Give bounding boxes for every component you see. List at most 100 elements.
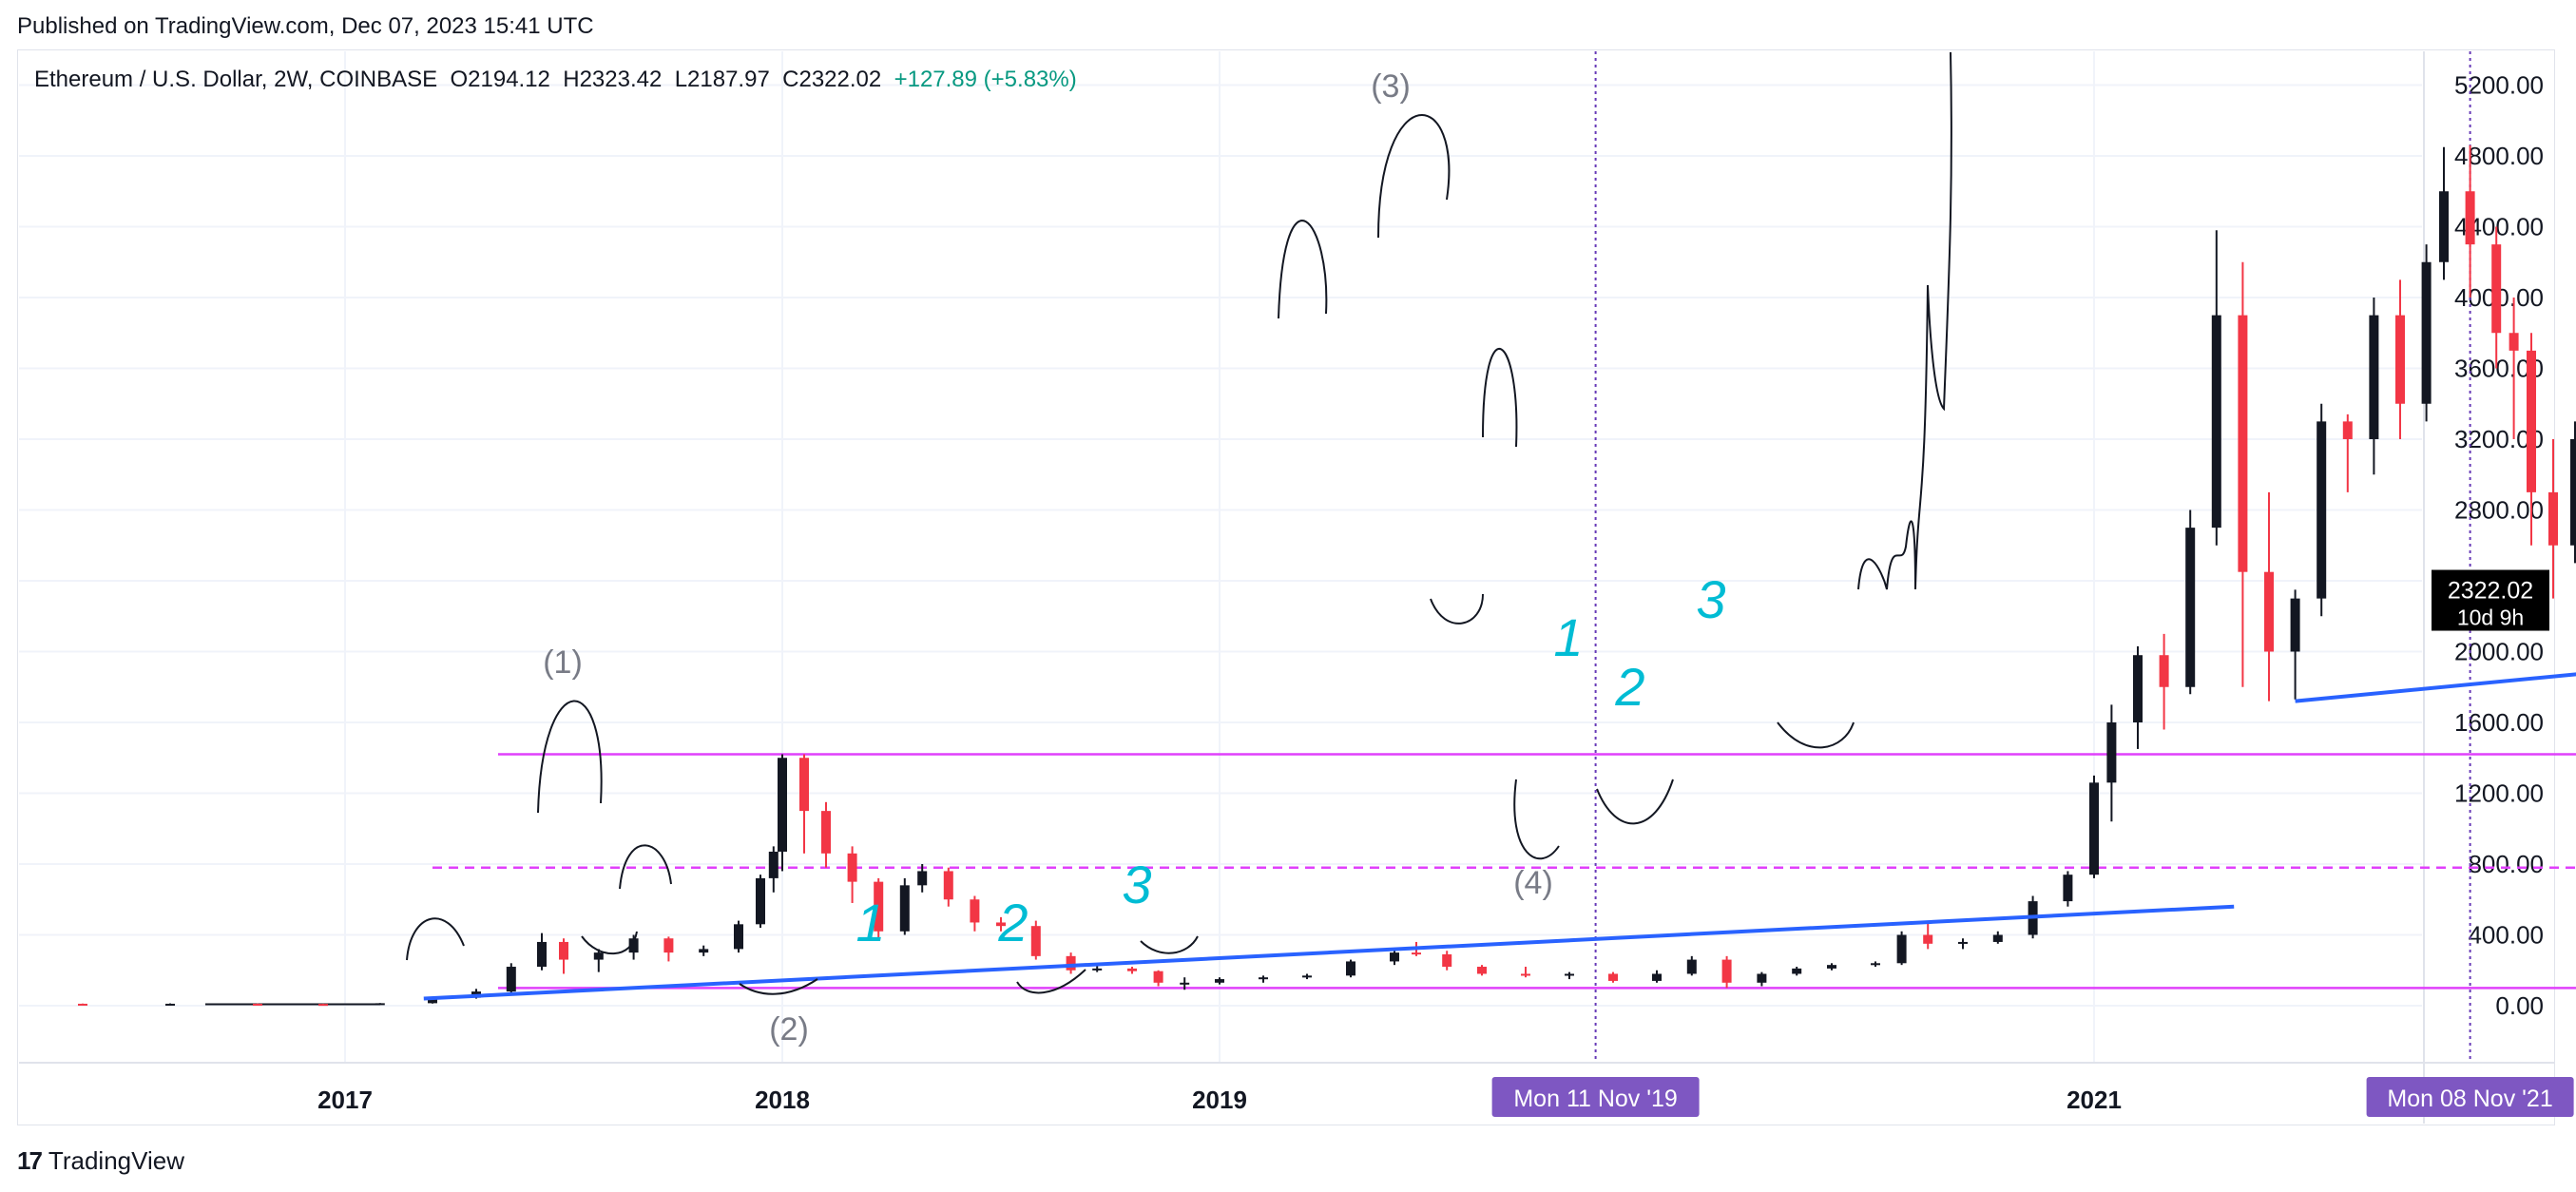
candle-body — [1259, 977, 1268, 980]
candle-body — [1153, 971, 1163, 983]
candle-body — [2439, 191, 2449, 262]
chart-legend: Ethereum / U.S. Dollar, 2W, COINBASE O21… — [34, 67, 1077, 93]
candle-body — [1412, 952, 1421, 955]
candle-body — [1302, 975, 1312, 978]
count-label: 3 — [1122, 855, 1151, 914]
date-marker-badge — [1491, 1077, 1700, 1117]
candle-body — [996, 922, 1006, 927]
hand-drawn-arc — [1140, 935, 1199, 954]
hand-drawn-arc — [1777, 721, 1855, 749]
candle-body — [1608, 973, 1618, 981]
hand-drawn-arc — [1596, 779, 1674, 825]
candle-body — [2185, 528, 2196, 687]
x-tick-label: 2019 — [1192, 1086, 1247, 1114]
candle-body — [699, 949, 709, 953]
candle-body — [2316, 421, 2327, 599]
candle-body — [1827, 965, 1836, 969]
candle-body — [537, 941, 547, 968]
count-label: 2 — [1614, 657, 1644, 717]
candle-body — [1180, 982, 1190, 985]
grid — [19, 51, 2422, 1063]
candle-body — [2527, 350, 2536, 492]
hand-drawn-arc — [406, 917, 465, 961]
current-price-badge — [2432, 569, 2549, 631]
hand-drawn-arc — [739, 978, 818, 995]
footer-brand[interactable]: 17 TradingView — [17, 1146, 184, 1176]
candle-body — [1346, 961, 1355, 976]
hand-drawn-arc — [1016, 969, 1086, 994]
candle-body — [253, 1003, 262, 1006]
y-tick-label: 1200.00 — [2454, 779, 2544, 808]
candle-body — [899, 885, 910, 932]
candle-body — [1721, 959, 1732, 983]
date-marker-badge — [2366, 1077, 2574, 1117]
legend-change: +127.89 (+5.83%) — [894, 67, 1077, 92]
wave-label: (4) — [1513, 865, 1553, 901]
candle-body — [559, 941, 568, 960]
candle-body — [2342, 421, 2353, 439]
candle-body — [318, 1004, 328, 1007]
y-tick-label: 0.00 — [2495, 991, 2544, 1020]
brand-name: TradingView — [48, 1146, 184, 1175]
candle-body — [1992, 934, 2003, 942]
y-tick-label: 5200.00 — [2454, 71, 2544, 100]
y-tick-label: 2000.00 — [2454, 638, 2544, 666]
legend-open: O2194.12 — [450, 67, 550, 92]
candle-body — [2106, 722, 2117, 783]
candle-body — [2264, 571, 2274, 652]
y-tick-label: 800.00 — [2468, 850, 2544, 878]
candle-body — [165, 1003, 175, 1006]
hand-drawn-arc — [1377, 114, 1451, 239]
candle-body — [1792, 968, 1802, 974]
candle-body — [1215, 979, 1224, 983]
legend-symbol: Ethereum / U.S. Dollar, 2W, COINBASE — [34, 67, 438, 92]
candle-body — [663, 938, 674, 953]
candle-body — [734, 924, 743, 950]
candle-body — [1871, 963, 1880, 966]
candle-body — [2369, 315, 2379, 439]
candle-body — [874, 881, 884, 932]
legend-close: C2322.02 — [782, 67, 882, 92]
candles — [78, 144, 2576, 1007]
candle-body — [2089, 782, 2099, 875]
candle-body — [2238, 315, 2248, 572]
candle-body — [2290, 598, 2300, 652]
candle-body — [1958, 941, 1968, 944]
candle-body — [2491, 244, 2502, 334]
chart-frame[interactable] — [17, 49, 2555, 1125]
legend-low: L2187.97 — [674, 67, 770, 92]
candle-body — [1757, 973, 1767, 983]
y-tick-label: 400.00 — [2468, 921, 2544, 950]
candle-body — [799, 758, 809, 812]
candle-body — [756, 877, 765, 925]
candle-body — [2211, 315, 2221, 529]
candle-body — [1066, 955, 1076, 971]
candle-body — [2395, 315, 2405, 404]
trendline — [423, 904, 2235, 1001]
count-label: 2 — [997, 893, 1028, 952]
candle-body — [1390, 952, 1399, 962]
candle-body — [2133, 655, 2143, 722]
x-tick-label: 2017 — [317, 1086, 373, 1114]
candle-body — [1442, 953, 1452, 968]
date-marker-label: Mon 11 Nov '19 — [1513, 1086, 1677, 1112]
published-caption: Published on TradingView.com, Dec 07, 20… — [17, 13, 594, 39]
candle-body — [428, 997, 437, 1004]
candle-body — [778, 758, 787, 852]
candle-body — [375, 1003, 385, 1006]
hand-drawn-arc — [1430, 593, 1484, 625]
hand-drawn-arc — [1857, 51, 1952, 590]
candle-body — [970, 899, 980, 923]
candle-body — [2465, 191, 2475, 245]
count-label: 1 — [1553, 607, 1583, 667]
candle-body — [943, 871, 953, 900]
candle-body — [78, 1003, 87, 1006]
candle-body — [2509, 333, 2519, 351]
x-tick-label: 2018 — [755, 1086, 810, 1114]
candle-body — [1521, 973, 1530, 976]
candle-body — [1477, 967, 1487, 974]
wave-label: (2) — [769, 1011, 809, 1048]
candle-body — [821, 811, 831, 854]
hand-drawn-arc — [1482, 348, 1518, 448]
